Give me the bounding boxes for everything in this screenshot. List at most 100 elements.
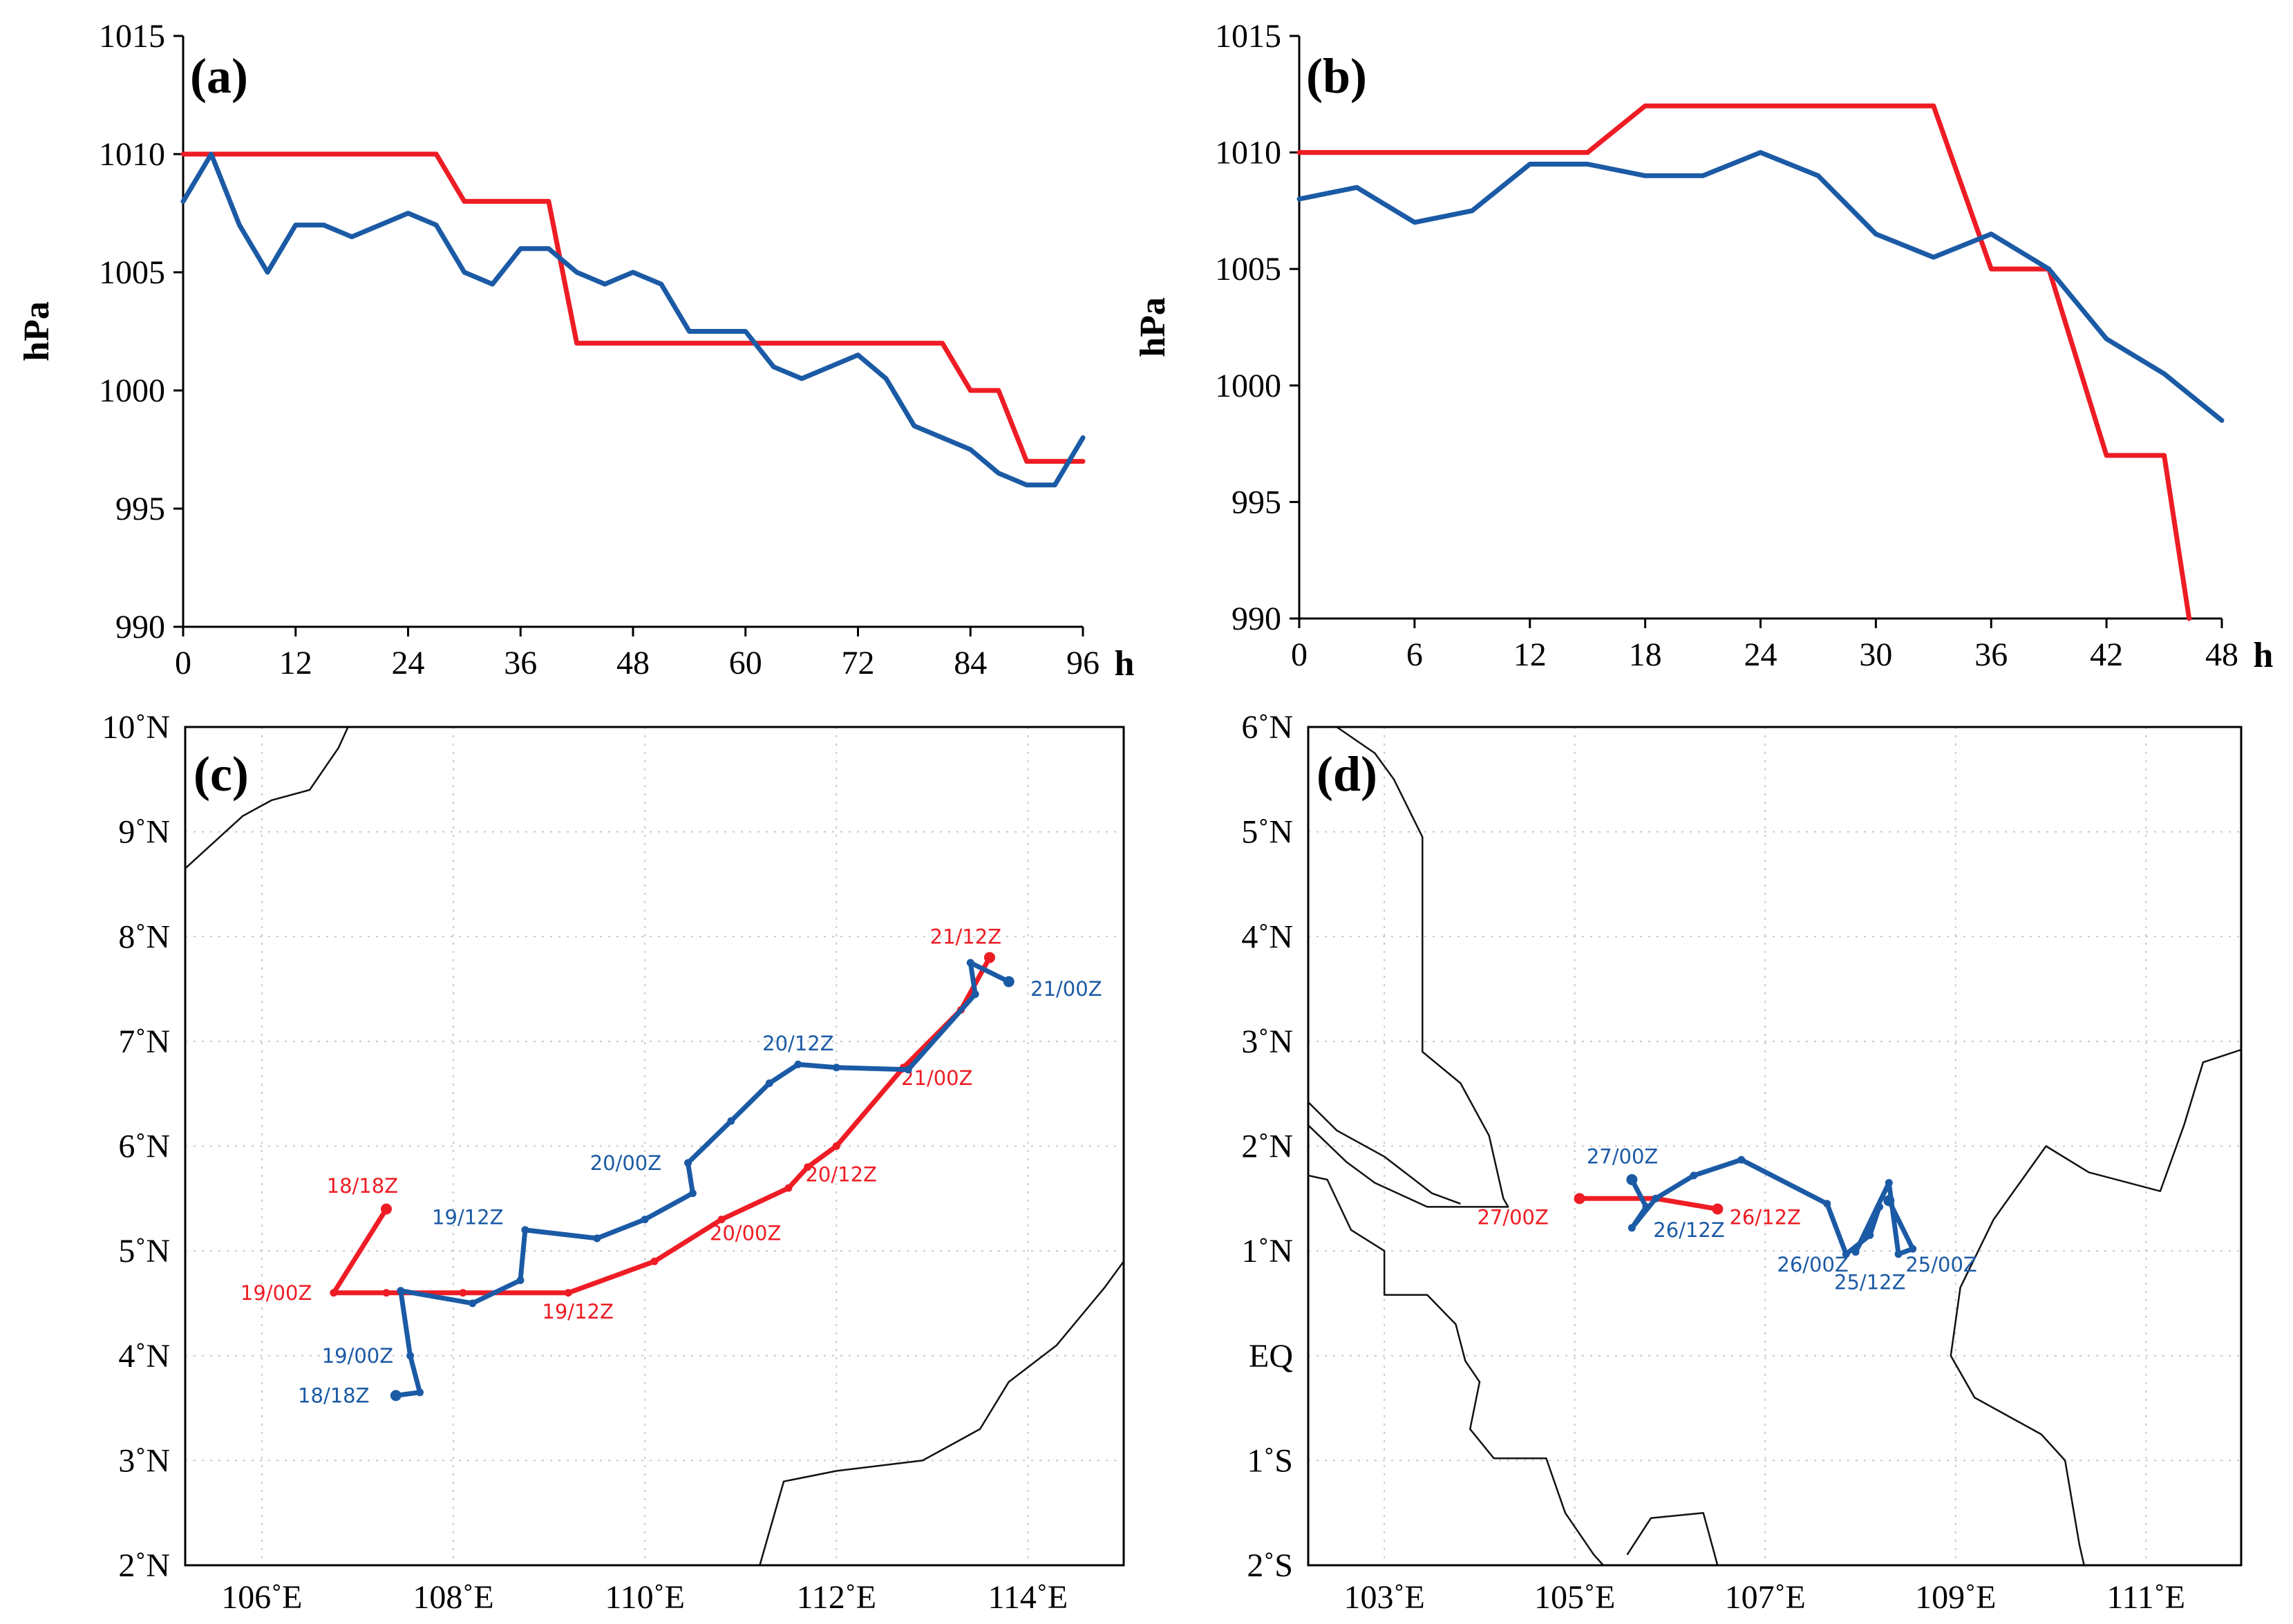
panel-c-red-time-label: 19/12Z — [542, 1300, 613, 1323]
panel-d-lon-label: 105˚E — [1534, 1579, 1615, 1616]
panel-a-x-tick-label: 36 — [504, 645, 537, 681]
panel-c-lat-label: 4˚N — [118, 1338, 170, 1375]
panel-d-lat-label: 2˚N — [1241, 1129, 1293, 1165]
panel-c-red-track-point — [717, 1216, 726, 1224]
panel-b-x-tick-label: 30 — [1859, 636, 1892, 673]
panel-d-blue-track-point — [1842, 1250, 1850, 1258]
panel-c-blue-time-label: 20/00Z — [590, 1151, 661, 1175]
panel-b-x-tick-label: 48 — [2205, 636, 2238, 673]
panel-b-x-axis-label: h — [2254, 636, 2274, 675]
panel-a-y-tick-label: 1000 — [99, 372, 165, 409]
panel-c-coastline — [185, 726, 349, 869]
panel-b-y-tick-label: 1015 — [1215, 18, 1281, 55]
panel-c-blue-track-point — [688, 1189, 697, 1198]
panel-a-x-axis-label: h — [1115, 644, 1135, 683]
panel-c-blue-track-point — [1003, 976, 1015, 988]
panel-d-red-time-label: 27/00Z — [1477, 1206, 1548, 1229]
panel-d-blue-track-point — [1851, 1248, 1860, 1256]
panel-d-red-time-label: 26/12Z — [1729, 1206, 1800, 1229]
panel-c-blue-track-point — [794, 1060, 802, 1068]
panel-d-blue-track-point — [1909, 1245, 1917, 1253]
panel-b-red-line — [1296, 103, 2192, 621]
panel-c-red-track-point — [804, 1163, 812, 1171]
panel-d-label: (d) — [1317, 746, 1377, 802]
panel-c-blue-track-point — [416, 1388, 424, 1397]
panel-b-x-tick-label: 18 — [1629, 636, 1662, 673]
panel-c-blue-track-point — [641, 1216, 649, 1224]
panel-b-y-tick-label: 995 — [1232, 484, 1281, 520]
panel-c-blue-track-point — [521, 1226, 529, 1234]
panel-d-blue-track-point — [1627, 1224, 1636, 1232]
panel-b-y-tick-label: 1005 — [1215, 251, 1281, 287]
panel-c-blue-track-point — [469, 1299, 477, 1307]
panel-d-coastline — [1950, 1048, 2242, 1566]
panel-a-x-tick-label: 48 — [616, 645, 650, 681]
panel-d-coastline — [1308, 1174, 1604, 1566]
panel-a-y-tick-label: 995 — [115, 491, 165, 527]
panel-c-lat-label: 7˚N — [118, 1023, 170, 1060]
panel-d-lon-label: 109˚E — [1915, 1579, 1996, 1616]
panel-c-red-track-point — [381, 1203, 392, 1215]
panel-d-lat-label: 5˚N — [1241, 814, 1293, 851]
panel-c-lon-label: 112˚E — [797, 1579, 877, 1616]
panel-c-blue-time-label: 19/00Z — [322, 1344, 393, 1368]
panel-d-blue-track-point — [1737, 1155, 1746, 1164]
panel-b-x-tick-label: 42 — [2090, 636, 2123, 673]
panel-d-coastline — [1626, 1511, 1719, 1566]
panel-d-blue-track-point — [1866, 1231, 1874, 1239]
panel-c-red-track-point — [564, 1289, 572, 1297]
panel-c-red-track-point — [832, 1142, 840, 1150]
panel-d-blue-time-label: 27/00Z — [1587, 1145, 1658, 1169]
panel-d-frame — [1307, 726, 2243, 1567]
panel-c-blue-track-point — [406, 1352, 415, 1360]
panel-c-blue-track — [393, 960, 1012, 1398]
panel-c-label: (c) — [194, 746, 249, 802]
panel-d-lat-label: 1˚S — [1247, 1442, 1293, 1479]
panel-d-blue-track-point — [1885, 1179, 1893, 1187]
panel-c-blue-track-point — [904, 1066, 912, 1074]
panel-a-x-tick-label: 24 — [392, 645, 425, 681]
panel-b-y-axis-label: hPa — [1133, 297, 1173, 357]
panel-b-y-tick-label: 1010 — [1215, 135, 1281, 171]
panel-d-lon-label: 103˚E — [1344, 1579, 1425, 1616]
panel-b-x-tick-label: 24 — [1744, 636, 1777, 673]
panel-c-lat-label: 5˚N — [118, 1233, 170, 1269]
panel-c-red-track — [331, 955, 992, 1296]
panel-d-lat-label: 4˚N — [1241, 918, 1293, 955]
panel-c-lat-label: 2˚N — [118, 1547, 170, 1584]
panel-a-blue-line — [180, 151, 1086, 488]
panel-c-blue-track-point — [727, 1117, 735, 1125]
panel-c-red-track-point — [459, 1289, 467, 1297]
panel-d-blue-track-point — [1823, 1200, 1831, 1208]
panel-d-coastline — [1308, 726, 1509, 1208]
panel-c-lat-label: 3˚N — [118, 1442, 170, 1479]
panel-a-x-tick-label: 12 — [279, 645, 312, 681]
panel-d-red-track-point — [1712, 1203, 1724, 1215]
panel-c-lat-label: 6˚N — [118, 1129, 170, 1165]
panel-c-blue-track-point — [966, 959, 974, 967]
panel-c-red-time-label: 20/00Z — [710, 1221, 781, 1245]
panel-c-red-track-point — [382, 1289, 390, 1297]
panel-d-blue-time-label: 26/12Z — [1653, 1218, 1724, 1242]
panel-d-blue-track-point — [1642, 1202, 1650, 1211]
panel-d-blue-time-label: 25/12Z — [1834, 1271, 1905, 1294]
panel-d-blue-track-point — [1626, 1174, 1638, 1186]
panel-b-x-tick-label: 0 — [1291, 636, 1308, 673]
panel-a-label: (a) — [190, 48, 248, 104]
panel-a-y-tick-label: 990 — [115, 609, 165, 645]
panel-c-red-time-label: 21/00Z — [901, 1066, 972, 1090]
panel-b-x-tick-label: 36 — [1974, 636, 2008, 673]
panel-c-red-time-label: 19/00Z — [240, 1281, 312, 1305]
panel-d-lat-label: 3˚N — [1241, 1023, 1293, 1060]
panel-c-red-time-label: 21/12Z — [930, 925, 1001, 948]
panel-d-red-track-point — [1574, 1193, 1585, 1205]
panel-c-red-track-point — [784, 1184, 793, 1192]
panel-d-blue-track-point — [1652, 1194, 1660, 1202]
panel-c-blue-time-label: 21/00Z — [1030, 977, 1102, 1001]
panel-c-coastline — [759, 1261, 1125, 1566]
panel-c-blue-time-label: 18/18Z — [298, 1384, 369, 1407]
panel-a-x-tick-label: 84 — [954, 645, 987, 681]
panel-d-blue-track-point — [1690, 1171, 1698, 1180]
panel-d-blue-time-label: 26/00Z — [1777, 1253, 1848, 1276]
